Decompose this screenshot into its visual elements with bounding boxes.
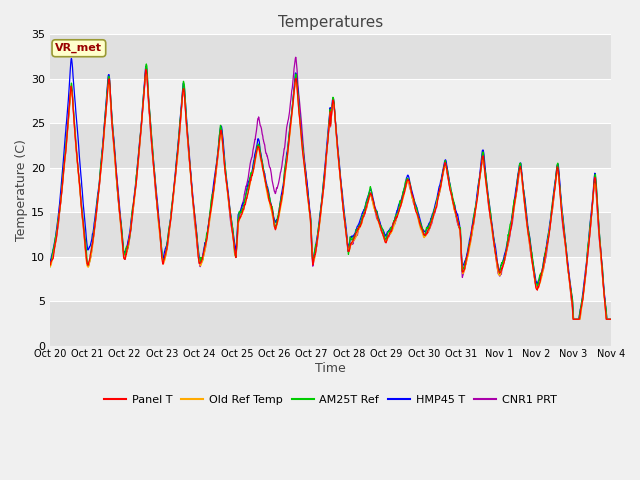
X-axis label: Time: Time [315,361,346,374]
Bar [50,212,611,257]
Bar [50,168,611,212]
Bar [50,34,611,79]
Bar [50,257,611,301]
Legend: Panel T, Old Ref Temp, AM25T Ref, HMP45 T, CNR1 PRT: Panel T, Old Ref Temp, AM25T Ref, HMP45 … [100,390,561,409]
Bar [50,301,611,346]
Bar [50,123,611,168]
Title: Temperatures: Temperatures [278,15,383,30]
Bar [50,79,611,123]
Text: VR_met: VR_met [56,43,102,53]
Y-axis label: Temperature (C): Temperature (C) [15,139,28,241]
